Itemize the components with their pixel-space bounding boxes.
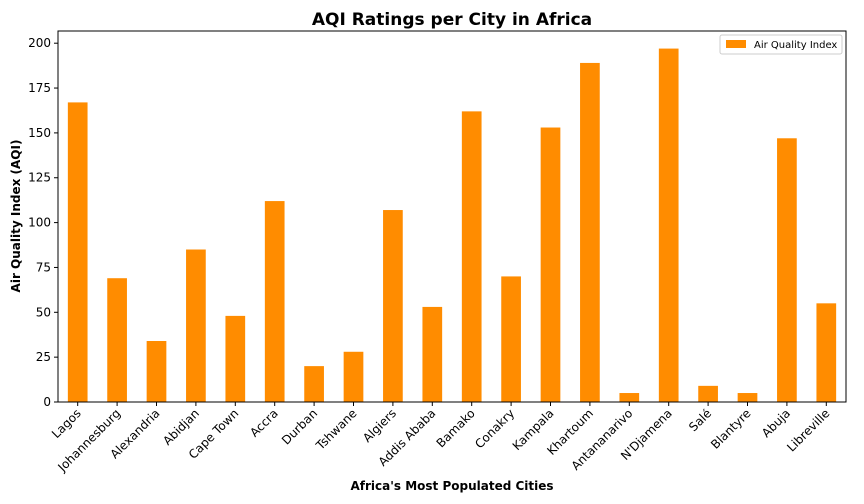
x-tick-label: Blantyre — [708, 406, 754, 452]
bar-abuja — [777, 138, 797, 402]
y-tick-label: 200 — [28, 36, 51, 50]
bar-cape-town — [225, 315, 246, 402]
bars-layer — [67, 48, 837, 403]
bar-algiers — [383, 210, 403, 402]
x-tick-label: Libreville — [784, 406, 832, 454]
bar-abidjan — [186, 249, 206, 402]
legend-label: Air Quality Index — [754, 40, 837, 51]
x-tick-label: Tshwane — [313, 406, 360, 453]
bar-blantyre — [737, 393, 758, 402]
bar-khartoum — [580, 62, 600, 403]
bar-kampala — [540, 127, 561, 403]
x-tick-label: Lagos — [49, 406, 84, 441]
x-axis-title: Africa's Most Populated Cities — [350, 479, 553, 493]
legend-swatch — [726, 40, 746, 48]
x-tick-label: Bamako — [434, 406, 478, 450]
bar-sal- — [698, 385, 718, 402]
y-tick-label: 0 — [43, 395, 51, 409]
bar-conakry — [501, 276, 521, 402]
bar-addis-ababa — [422, 306, 443, 402]
y-tick-label: 75 — [36, 260, 51, 274]
y-axis: 0 25 50 75 100 125 150 175 200 — [28, 36, 58, 409]
x-tick-label: Accra — [247, 406, 281, 440]
y-tick-label: 25 — [36, 350, 51, 364]
x-tick-label: Salé — [686, 406, 714, 434]
bar-accra — [264, 201, 285, 402]
x-tick-label: Abuja — [759, 406, 793, 440]
bar-libreville — [816, 303, 837, 402]
bar-johannesburg — [107, 278, 127, 402]
legend: Air Quality Index — [719, 34, 843, 55]
bar-n-djamena — [658, 48, 679, 402]
y-axis-title: Air Quality Index (AQI) — [9, 140, 23, 293]
bar-tshwane — [343, 351, 364, 402]
y-tick-label: 100 — [28, 216, 51, 230]
legend-box — [719, 34, 843, 55]
y-tick-label: 150 — [28, 126, 51, 140]
bar-lagos — [67, 102, 88, 402]
plot-frame — [57, 30, 847, 403]
bar-bamako — [461, 111, 482, 403]
bar-alexandria — [146, 341, 167, 402]
chart-title: AQI Ratings per City in Africa — [312, 10, 592, 30]
y-tick-label: 50 — [36, 305, 51, 319]
x-tick-label: Algiers — [360, 406, 399, 445]
y-tick-label: 175 — [28, 81, 51, 95]
y-tick-label: 125 — [28, 171, 51, 185]
bar-antananarivo — [619, 393, 640, 402]
bar-durban — [304, 366, 324, 402]
